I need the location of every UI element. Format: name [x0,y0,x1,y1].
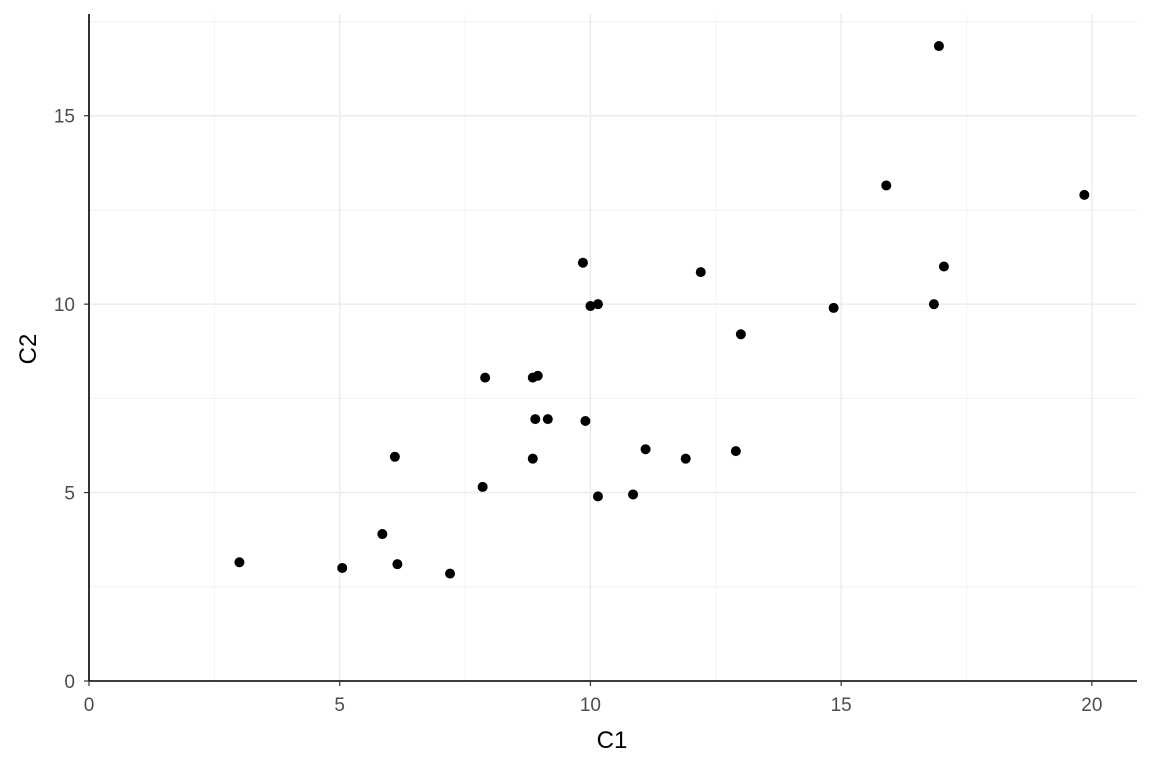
x-tick-label-3: 15 [831,695,852,716]
data-point-4 [392,559,403,570]
data-point-14 [580,415,591,426]
data-point-23 [735,329,746,340]
y-tick-label-3: 15 [54,107,75,128]
data-point-28 [938,261,949,272]
axes [84,14,1137,686]
data-point-27 [933,41,944,52]
data-point-18 [628,489,639,500]
data-point-0 [234,557,245,568]
x-tick-label-0: 0 [84,695,95,716]
data-point-11 [532,370,543,381]
data-point-22 [730,446,741,457]
data-point-12 [542,414,553,425]
data-point-20 [680,453,691,464]
data-point-25 [881,180,892,191]
data-point-1 [337,562,348,573]
data-point-10 [530,414,541,425]
tick-labels: 0 5 10 15 20 0 5 10 15 [54,107,1103,716]
x-tick-label-4: 20 [1081,695,1102,716]
data-point-29 [1079,189,1090,200]
y-axis-title: C2 [15,334,42,365]
data-point-2 [377,529,388,540]
data-points [234,41,1090,579]
gridlines [88,14,1137,682]
data-point-8 [527,453,538,464]
data-point-26 [928,299,939,310]
data-point-5 [445,568,456,579]
data-point-13 [577,257,588,268]
x-axis-title: C1 [597,727,628,754]
y-tick-label-2: 10 [54,295,75,316]
data-point-21 [695,267,706,278]
data-point-16 [592,299,603,310]
data-point-17 [592,491,603,502]
x-tick-label-2: 10 [580,695,601,716]
data-point-24 [828,302,839,313]
data-point-7 [480,372,491,383]
y-tick-label-1: 5 [64,484,75,505]
data-point-15 [585,301,596,312]
data-point-19 [640,444,651,455]
data-point-3 [389,451,400,462]
x-tick-label-1: 5 [334,695,345,716]
data-point-6 [477,481,488,492]
y-tick-label-0: 0 [64,672,75,693]
